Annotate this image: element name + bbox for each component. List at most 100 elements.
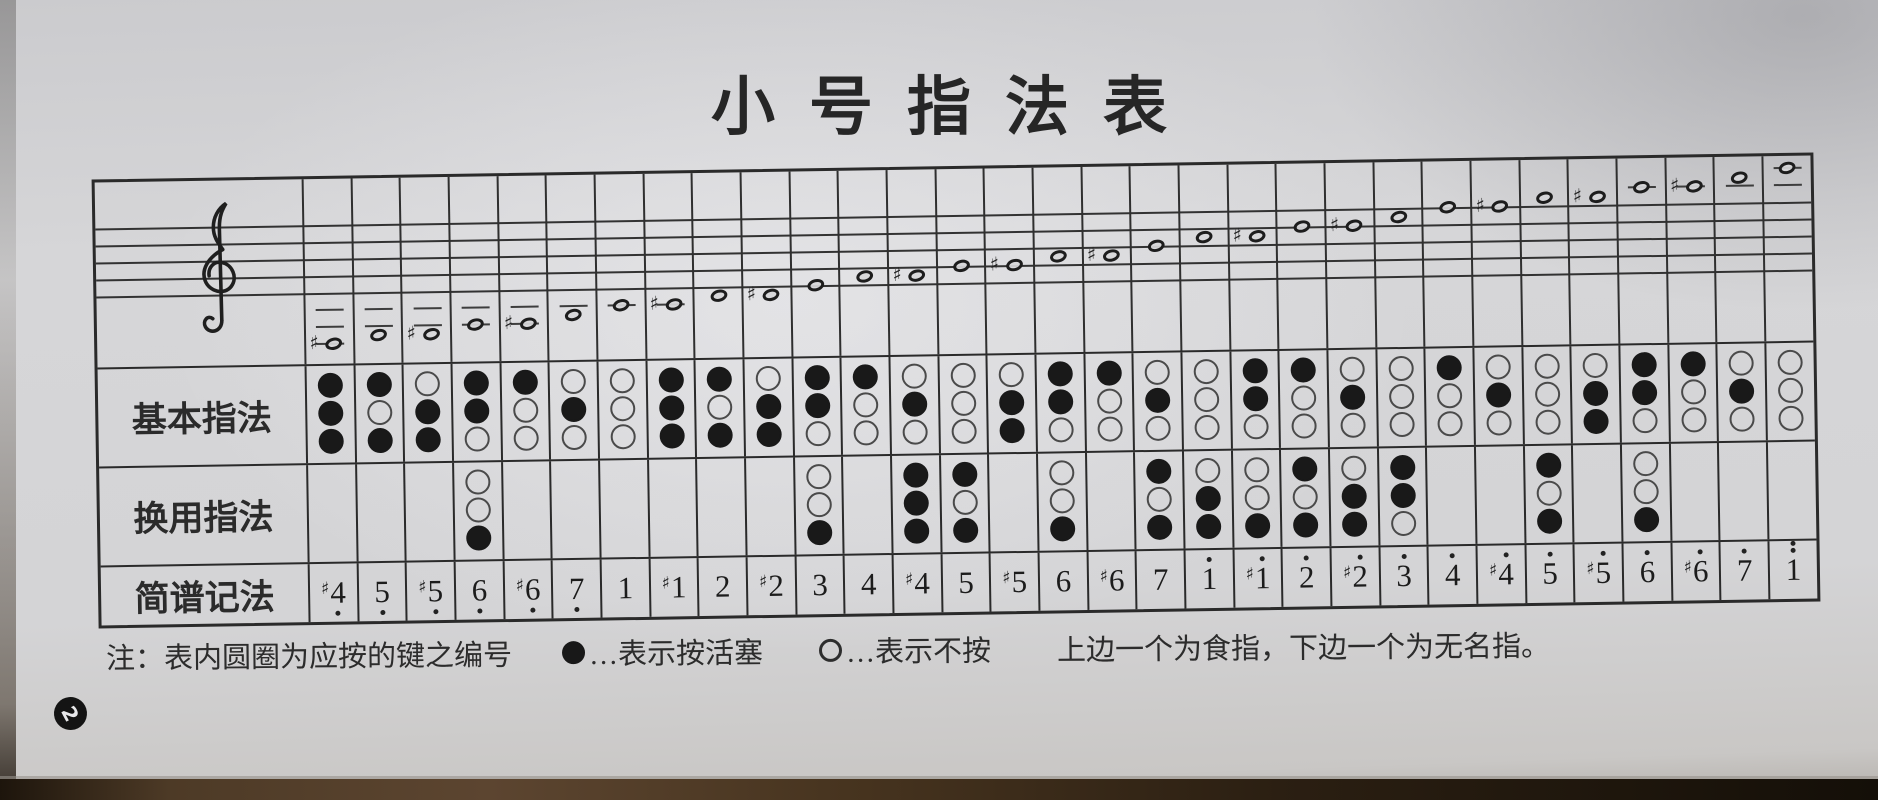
valve-1-circle-pressed bbox=[903, 462, 929, 488]
jianpu-digit: 5 bbox=[374, 574, 390, 616]
octave-dot-above bbox=[1449, 553, 1455, 559]
treble-clef-icon bbox=[202, 201, 236, 333]
fingering-cell bbox=[354, 463, 405, 562]
jianpu-cell: 5 bbox=[940, 553, 990, 613]
staff-note-cell: ♯ bbox=[1566, 158, 1619, 345]
valve-2-circle-pressed bbox=[1145, 387, 1171, 414]
valve-2-circle-open bbox=[512, 397, 538, 423]
jianpu-digit: 1 bbox=[670, 569, 687, 605]
fingering-cell bbox=[695, 458, 746, 557]
octave-dot-above bbox=[1741, 548, 1747, 554]
valve-3-circle-pressed bbox=[415, 427, 442, 453]
valve-3-circle-open bbox=[1729, 406, 1756, 432]
row-label-jianpu: 简谱记法 bbox=[134, 577, 275, 619]
octave-dot-above bbox=[1503, 552, 1509, 558]
page-title: 小号指法表 bbox=[711, 72, 1201, 143]
staff-note-cell: ♯ bbox=[982, 167, 1035, 354]
jianpu-digit: 4 bbox=[860, 566, 877, 602]
fingering-cell bbox=[938, 454, 989, 553]
valve-2-circle-open bbox=[1193, 386, 1220, 413]
valve-2-circle-pressed bbox=[1195, 485, 1221, 512]
fingering-cell bbox=[596, 360, 647, 459]
valve-2-circle-pressed bbox=[1583, 380, 1609, 407]
valve-stack bbox=[599, 361, 647, 450]
jianpu-digit: 1 bbox=[1785, 540, 1801, 587]
jianpu-cell: ♯5 bbox=[1572, 543, 1623, 603]
staff-notes-row: ♯ ♯ ♯ ♯ ♯ ♯ ♯ ♯ ♯ ♯ ♯ ♯ ♯ bbox=[95, 155, 1814, 368]
valve-3-circle-pressed bbox=[1293, 512, 1319, 538]
valve-stack bbox=[696, 359, 744, 448]
valve-2-circle-pressed bbox=[1729, 378, 1755, 404]
jianpu-digit: 6 bbox=[1693, 549, 1709, 588]
whole-note bbox=[518, 315, 539, 332]
valve-1-circle-pressed bbox=[1389, 454, 1416, 481]
valve-1-circle-pressed bbox=[1680, 351, 1706, 377]
octave-dot-above bbox=[1547, 551, 1553, 557]
sharp-sign: ♯ bbox=[892, 263, 902, 286]
jianpu-label: 3 bbox=[1396, 553, 1412, 593]
sharp-sign: ♯ bbox=[746, 282, 757, 305]
ledger-line bbox=[364, 307, 393, 311]
valve-2-circle-open bbox=[465, 497, 491, 523]
jianpu-label: ♯5 bbox=[418, 573, 443, 615]
fingering-cell bbox=[1133, 451, 1184, 550]
jianpu-label: ♯1 bbox=[1245, 556, 1271, 595]
fingering-cell bbox=[890, 455, 941, 554]
fingering-cell bbox=[1376, 447, 1427, 546]
octave-dot-below bbox=[433, 609, 439, 615]
fingering-cell bbox=[1182, 450, 1233, 549]
jianpu-label: ♯4 bbox=[1489, 552, 1514, 592]
valve-1-circle-pressed bbox=[1292, 456, 1318, 482]
valve-2-circle-pressed bbox=[317, 400, 344, 427]
valve-3-circle-pressed bbox=[659, 423, 685, 449]
fingering-cell bbox=[839, 357, 891, 455]
jianpu-digit: 2 bbox=[714, 568, 731, 604]
valve-2-circle-open bbox=[1633, 478, 1659, 505]
fingering-cell bbox=[401, 363, 453, 462]
jianpu-cell: ♯2 bbox=[745, 556, 796, 616]
valve-stack bbox=[550, 362, 598, 451]
valve-2-circle-open bbox=[1534, 381, 1560, 407]
jianpu-cell: ♯5 bbox=[988, 552, 1039, 612]
valve-stack bbox=[453, 363, 501, 452]
ledger-line bbox=[413, 324, 442, 327]
jianpu-cell: 1 bbox=[1183, 549, 1234, 609]
fingering-cell bbox=[306, 464, 357, 563]
valve-3-circle-pressed bbox=[1195, 513, 1222, 540]
whole-note bbox=[1389, 208, 1409, 225]
jianpu-digit: 3 bbox=[1396, 553, 1412, 593]
jianpu-cell: ♯4 bbox=[891, 554, 942, 614]
jianpu-cell: 5 bbox=[356, 562, 406, 622]
jianpu-digit: 6 bbox=[525, 572, 541, 613]
jianpu-label: 3 bbox=[812, 567, 828, 602]
sharp-sign: ♯ bbox=[406, 321, 417, 345]
fingering-cell bbox=[1326, 349, 1377, 448]
jianpu-cell: 3 bbox=[794, 555, 844, 615]
fingering-cell bbox=[1083, 353, 1134, 451]
jianpu-cell: ♯6 bbox=[1086, 551, 1136, 610]
valve-2-circle-open bbox=[1244, 485, 1270, 511]
valve-2-circle-pressed bbox=[901, 391, 928, 417]
valve-stack bbox=[404, 364, 452, 453]
jianpu-cell: ♯1 bbox=[648, 558, 698, 617]
valve-stack bbox=[1233, 450, 1281, 539]
fingering-cell bbox=[1375, 348, 1426, 447]
valve-3-circle-pressed bbox=[465, 525, 492, 551]
octave-dot-above bbox=[1357, 554, 1363, 560]
valve-1-circle-open bbox=[560, 368, 587, 395]
fingering-cell bbox=[1715, 343, 1767, 442]
octave-dot-above bbox=[1206, 557, 1212, 563]
staff-note-cell: ♯ bbox=[398, 176, 451, 363]
valve-1-circle-pressed bbox=[512, 369, 538, 395]
jianpu-label: ♯5 bbox=[1002, 564, 1027, 599]
jianpu-cell: 4 bbox=[842, 555, 893, 614]
jianpu-cell: 2 bbox=[1280, 548, 1331, 607]
jianpu-label: 7 bbox=[1737, 548, 1753, 588]
fingering-cell bbox=[1034, 353, 1085, 452]
valve-3-circle-open bbox=[610, 424, 636, 450]
jianpu-digit: 5 bbox=[1542, 551, 1558, 591]
valve-3-circle-open bbox=[561, 424, 588, 451]
valve-1-circle-pressed bbox=[1047, 361, 1073, 387]
fingering-cell bbox=[1423, 347, 1475, 446]
jianpu-digit: 4 bbox=[1445, 553, 1461, 592]
